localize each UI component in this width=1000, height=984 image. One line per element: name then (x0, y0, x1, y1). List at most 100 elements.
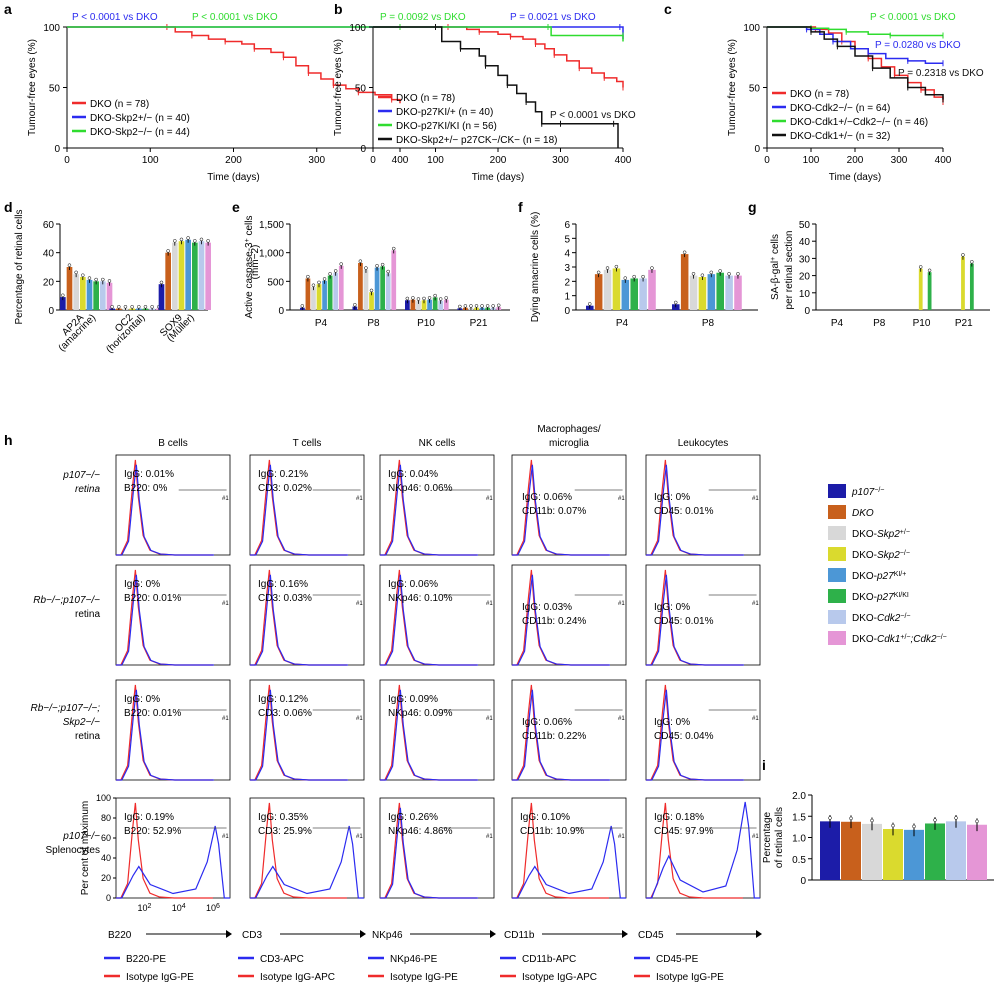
gate-label: #1 (752, 834, 759, 840)
bar (369, 292, 374, 310)
gate-label: #1 (486, 601, 493, 607)
igg-stat: IgG: 0.26% (388, 812, 438, 823)
panel-letter-f: f (518, 199, 523, 215)
series-blue-line (767, 26, 943, 65)
y-tick-label: 50 (355, 84, 367, 95)
x-tick-label: 300 (552, 155, 569, 166)
marker-stat: NKp46: 0.09% (388, 708, 453, 719)
data-point (369, 288, 374, 293)
bar (883, 829, 903, 880)
data-point (444, 296, 448, 300)
x-tick-label: 100 (803, 155, 820, 166)
column-title: Leukocytes (678, 438, 729, 449)
axis-arrow-head (226, 930, 232, 938)
p-value-annotation: P < 0.0001 vs DKO (550, 110, 636, 121)
y-tick-label: 60 (101, 833, 111, 843)
bar (862, 823, 882, 880)
row-label: p107−/− (62, 831, 100, 842)
axis-arrow-head (622, 930, 628, 938)
bar (172, 242, 178, 310)
marker-stat: NKp46: 0.06% (388, 483, 453, 494)
y-axis-label: SA-β-gal+ cells (770, 234, 782, 300)
data-point (67, 263, 72, 267)
x-tick-label: 400 (615, 155, 632, 166)
series-red-line (67, 26, 401, 104)
bar (391, 250, 397, 310)
gate-label: #1 (356, 716, 363, 722)
x-tick-label: 400 (935, 155, 952, 166)
legend-label: DKO-p27KI/+ (n = 40) (396, 107, 493, 118)
stain-curve (116, 825, 230, 899)
category-label: P10 (913, 318, 931, 329)
panel-letter-i: i (762, 757, 766, 773)
histogram-frame (511, 564, 627, 666)
stain-curve (116, 574, 214, 666)
histogram-1-3: #1 IgG: 0.03% CD11b: 0.24% (511, 564, 627, 666)
panel-letter-b: b (334, 1, 343, 17)
legend-swatch (828, 547, 846, 561)
row-label: Rb−/−;p107−/− (33, 595, 100, 606)
y-tick-label: 40 (101, 853, 111, 863)
bar (93, 281, 99, 310)
data-point (691, 272, 696, 276)
y-tick-label: 1,000 (259, 249, 284, 260)
data-point (306, 274, 310, 279)
histogram-3-4: #1 IgG: 0.18% CD45: 97.9% (645, 797, 761, 899)
legend-label: DKO-p27KI/+ (852, 571, 906, 583)
stain-curve (646, 574, 744, 666)
stain-curve (646, 689, 744, 781)
data-point (328, 272, 332, 276)
data-point (110, 305, 114, 309)
stain-curve (250, 825, 364, 899)
chart-f: 0 1 2 3 4 5 6 P4 P8 Dying amacrine cells (%) (530, 212, 758, 329)
legend-label: DKO (852, 508, 874, 519)
row-label: Skp2−/− (63, 717, 100, 728)
histogram-0-3: #1 IgG: 0.06% CD11b: 0.07% (511, 454, 627, 556)
category-label: P21 (955, 318, 973, 329)
marker-stat: CD45: 0.01% (654, 506, 714, 517)
bar (192, 242, 198, 310)
data-point (673, 300, 678, 305)
data-point (405, 296, 410, 301)
gate-label: #1 (222, 496, 229, 502)
stain-curve (512, 825, 626, 899)
data-point (927, 268, 932, 273)
y-tick-label: 100 (743, 23, 760, 34)
data-point (480, 304, 484, 308)
x-axis-label: Time (days) (472, 172, 524, 183)
column-title: microglia (549, 438, 589, 449)
data-point (933, 818, 937, 822)
legend-label: DKO-p27KI/KI (852, 592, 909, 604)
x-tick-label: 100 (427, 155, 444, 166)
data-point (970, 260, 974, 264)
data-point (870, 818, 874, 823)
data-point (422, 296, 426, 301)
axis-arrow-head (756, 930, 762, 938)
bar (416, 300, 421, 310)
data-point (849, 816, 853, 821)
panel-letter-e: e (232, 199, 240, 215)
igg-stat: IgG: 0.09% (388, 694, 438, 705)
data-point (469, 304, 473, 308)
row-label: Rb−/−;p107−/−; (30, 703, 100, 714)
legend-label: Isotype IgG-APC (522, 972, 597, 983)
data-point (333, 269, 338, 273)
bar (961, 256, 965, 310)
data-point (912, 824, 916, 829)
gate-label: #1 (222, 716, 229, 722)
legend-label: DKO-Skp2−/− (n = 44) (90, 127, 190, 138)
category-label: P8 (367, 318, 380, 329)
stain-curve (250, 464, 348, 556)
histogram-3-3: #1 IgG: 0.10% CD11b: 10.9% (511, 797, 627, 899)
series-green-line (767, 26, 943, 37)
data-point (614, 264, 619, 269)
bar (918, 268, 923, 310)
p-value-annotation: P = 0.0021 vs DKO (510, 12, 596, 23)
legend-label: CD3-APC (260, 954, 304, 965)
data-point (117, 305, 121, 309)
y-tick-label: 0 (804, 306, 810, 317)
y-tick-label: 0 (106, 893, 111, 903)
bar (66, 267, 73, 310)
